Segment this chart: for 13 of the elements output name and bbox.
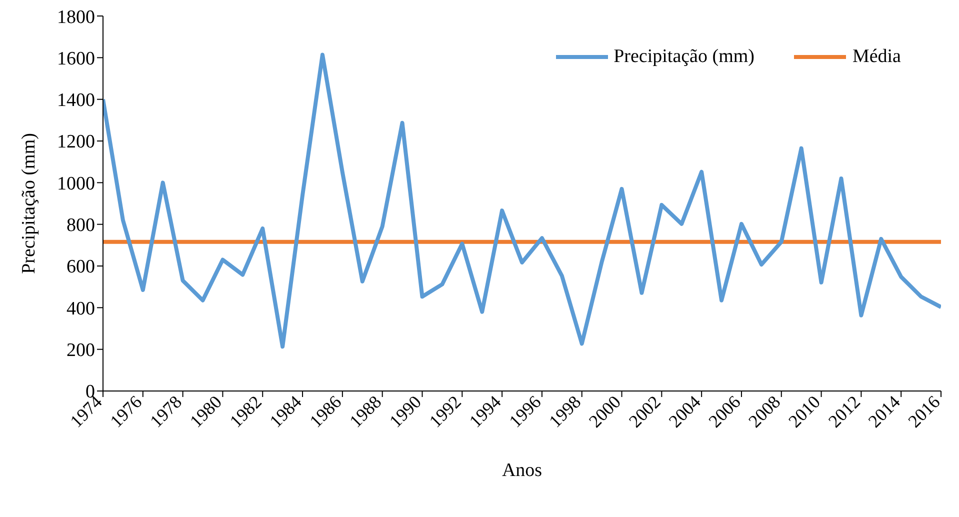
y-tick-label: 1200 [57,132,95,153]
legend-label: Precipitação (mm) [614,46,754,68]
y-tick-label: 1600 [57,48,95,70]
y-tick-label: 1000 [57,173,95,194]
y-tick-label: 1800 [57,6,95,28]
y-axis-title: Precipitação (mm) [18,133,40,274]
y-tick-label: 400 [66,298,95,320]
y-tick-label: 600 [66,256,95,278]
legend-label: Média [852,46,901,68]
y-tick-label: 1400 [57,90,95,112]
x-axis-title: Anos [502,460,542,481]
y-tick-label: 800 [66,215,95,236]
y-tick-label: 200 [66,340,95,362]
